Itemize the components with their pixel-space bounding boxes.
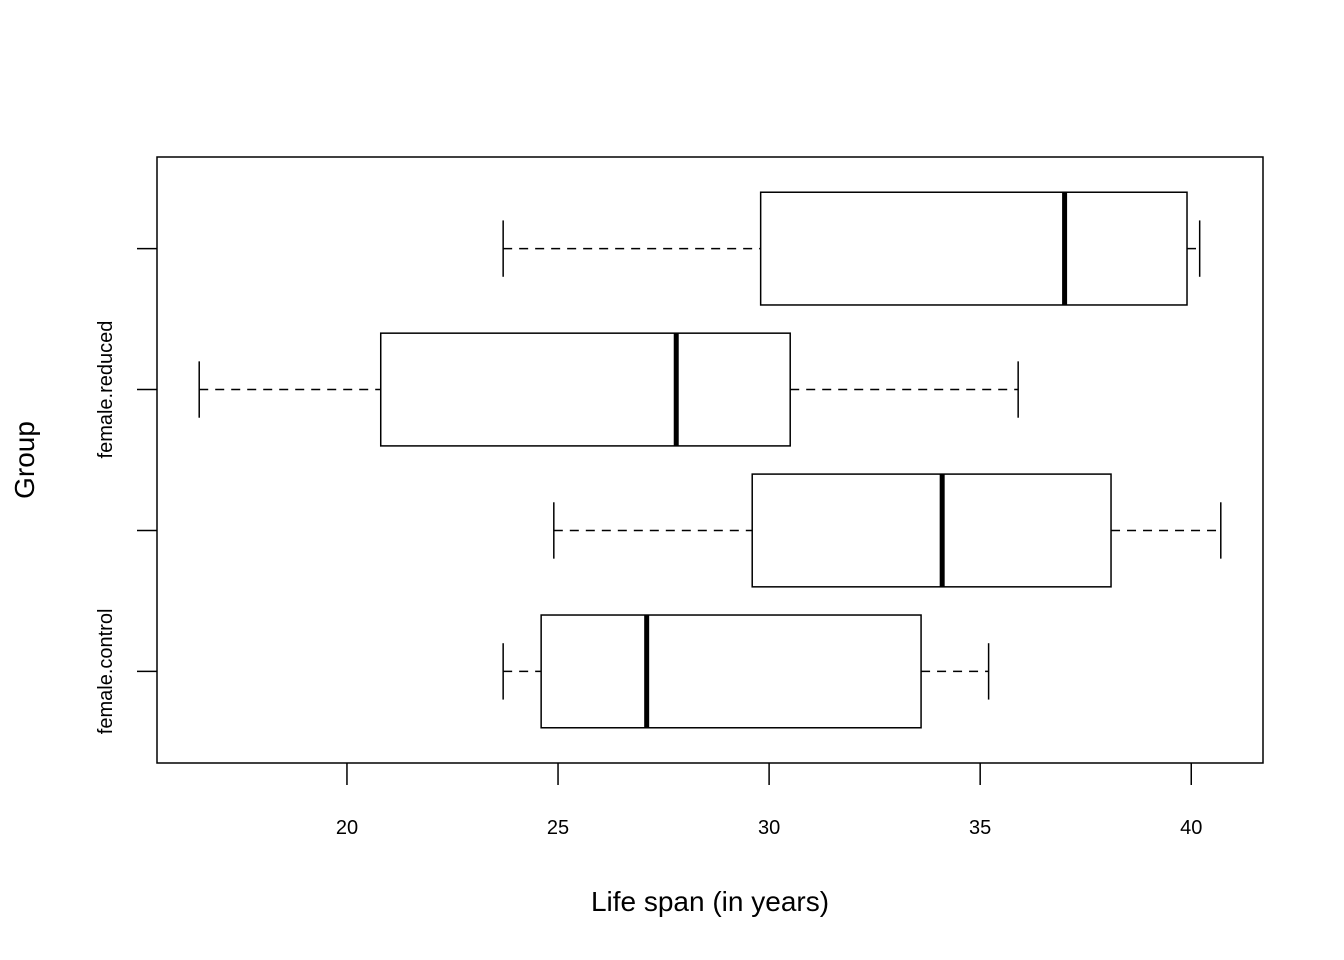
x-tick-label: 30	[758, 817, 780, 839]
box-iqr	[759, 191, 1188, 306]
y-axis: female.control female.reduced	[95, 247, 157, 735]
x-tick-label: 35	[969, 817, 991, 839]
x-tick-label: 20	[336, 817, 358, 839]
box-group	[198, 332, 1019, 447]
x-axis: 20 25 30 35 40	[336, 763, 1202, 839]
box-iqr	[540, 614, 922, 729]
x-tick-label: 40	[1180, 817, 1202, 839]
x-axis-title: Life span (in years)	[591, 886, 829, 917]
box-group	[502, 191, 1201, 306]
x-tick-label: 25	[547, 817, 569, 839]
plot-frame	[156, 156, 1264, 764]
boxes-layer	[198, 191, 1222, 729]
y-group-label: female.reduced	[95, 321, 117, 459]
box-group	[502, 614, 990, 729]
box-iqr	[751, 473, 1112, 588]
box-iqr	[379, 332, 791, 447]
box-group	[553, 473, 1222, 588]
y-group-label: female.control	[95, 609, 117, 735]
y-axis-title: Group	[9, 421, 40, 499]
